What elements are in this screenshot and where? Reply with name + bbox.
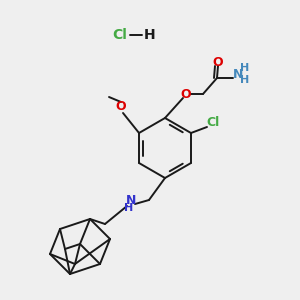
Text: H: H [124, 203, 134, 213]
Text: O: O [116, 100, 126, 112]
Text: N: N [126, 194, 136, 206]
Text: Cl: Cl [206, 116, 220, 130]
Text: N: N [233, 68, 243, 80]
Text: Cl: Cl [112, 28, 128, 42]
Text: H: H [240, 75, 250, 85]
Text: O: O [213, 56, 223, 68]
Text: O: O [181, 88, 191, 100]
Text: H: H [144, 28, 156, 42]
Text: H: H [240, 63, 250, 73]
